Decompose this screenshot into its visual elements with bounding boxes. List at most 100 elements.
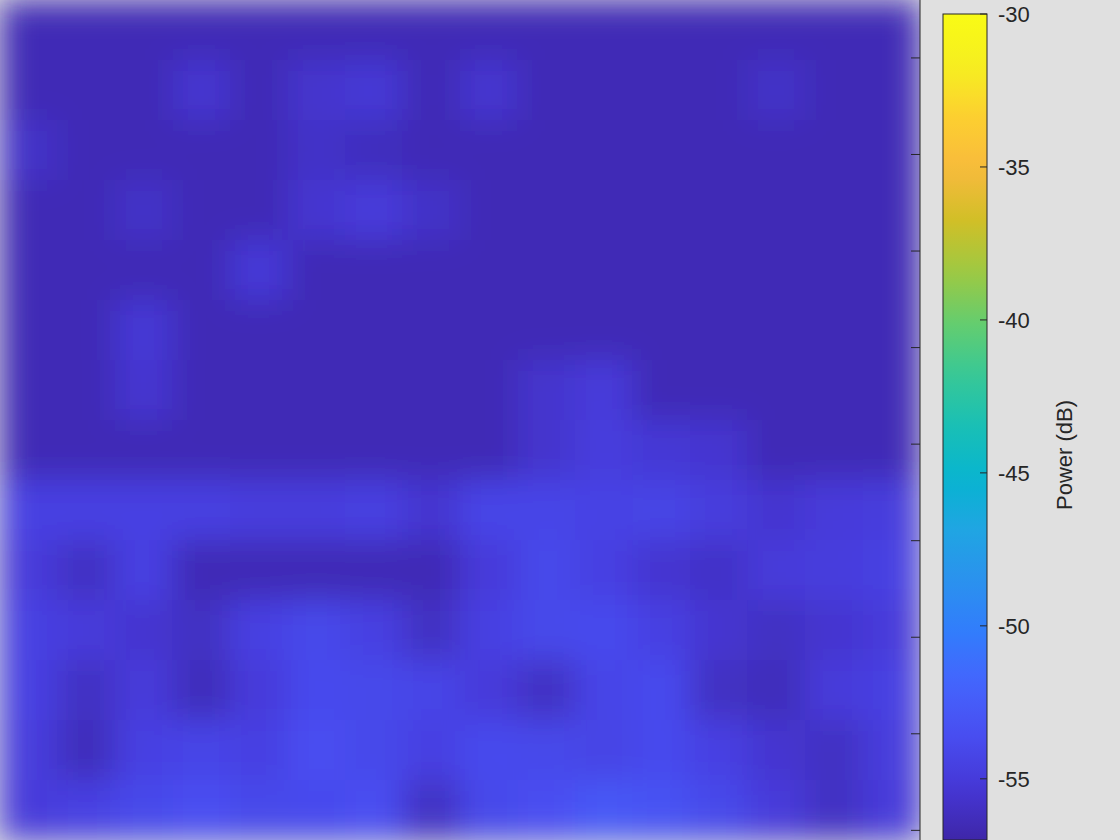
colorbar-tick-label: -50 xyxy=(998,614,1030,639)
heatmap-cell xyxy=(345,540,403,601)
heatmap-cell xyxy=(345,420,403,481)
heatmap-cell xyxy=(403,780,461,840)
heatmap-cell xyxy=(0,60,58,121)
heatmap-cell xyxy=(518,480,576,541)
heatmap-cell xyxy=(115,660,173,721)
heatmap-cell xyxy=(403,660,461,721)
heatmap-cell xyxy=(805,360,863,421)
heatmap-cell xyxy=(230,660,288,721)
heatmap-cell xyxy=(403,480,461,541)
heatmap-cell xyxy=(345,0,403,61)
heatmap-cell xyxy=(575,420,633,481)
heatmap-cell xyxy=(805,780,863,840)
heatmap-cell xyxy=(460,0,518,61)
heatmap-cell xyxy=(518,180,576,241)
heatmap-cell xyxy=(460,660,518,721)
heatmap-cell xyxy=(575,480,633,541)
heatmap-cell xyxy=(460,480,518,541)
heatmap-cell xyxy=(748,540,806,601)
colorbar-tick-label: -45 xyxy=(998,461,1030,486)
colorbar-tick xyxy=(980,319,987,320)
figure: -55-50-45-40-35-30Power (dB) xyxy=(0,0,1120,840)
colorbar-tick xyxy=(980,778,987,779)
heatmap-cell xyxy=(115,0,173,61)
heatmap-cell xyxy=(748,600,806,661)
heatmap-cell xyxy=(173,300,231,361)
heatmap-cell xyxy=(633,240,691,301)
heatmap-cell xyxy=(0,780,58,840)
heatmap-cell xyxy=(805,0,863,61)
heatmap-cell xyxy=(690,600,748,661)
heatmap-cell xyxy=(460,420,518,481)
heatmap-cell xyxy=(345,60,403,121)
heatmap-cell xyxy=(575,60,633,121)
heatmap-cell xyxy=(690,120,748,181)
heatmap-cell xyxy=(403,0,461,61)
heatmap-cell xyxy=(690,780,748,840)
heatmap-cell xyxy=(633,120,691,181)
heatmap-cell xyxy=(575,540,633,601)
heatmap-cell xyxy=(0,480,58,541)
heatmap-cell xyxy=(173,660,231,721)
heatmap-cell xyxy=(805,300,863,361)
heatmap-cell xyxy=(115,480,173,541)
heatmap-cell xyxy=(173,600,231,661)
heatmap-cell xyxy=(460,180,518,241)
heatmap-cell xyxy=(575,780,633,840)
heatmap-cell xyxy=(115,600,173,661)
heatmap-cell xyxy=(518,660,576,721)
heatmap-cell xyxy=(748,240,806,301)
heatmap-cell xyxy=(460,120,518,181)
heatmap-cell xyxy=(863,300,921,361)
heatmap-cell xyxy=(115,540,173,601)
heatmap-cell xyxy=(403,360,461,421)
heatmap-cell xyxy=(575,240,633,301)
heatmap-cell xyxy=(690,660,748,721)
heatmap-cell xyxy=(288,240,346,301)
heatmap-cell xyxy=(115,360,173,421)
heatmap-cell xyxy=(460,240,518,301)
heatmap-cell xyxy=(288,420,346,481)
heatmap-cell xyxy=(288,660,346,721)
heatmap-cell xyxy=(403,420,461,481)
heatmap-cell xyxy=(115,420,173,481)
heatmap-cell xyxy=(0,540,58,601)
heatmap-cell xyxy=(288,780,346,840)
heatmap-cell xyxy=(805,180,863,241)
heatmap-cell xyxy=(115,180,173,241)
heatmap-cell xyxy=(345,360,403,421)
heatmap-cell xyxy=(230,720,288,781)
heatmap-cell xyxy=(748,360,806,421)
heatmap-cell xyxy=(690,180,748,241)
heatmap-cell xyxy=(805,720,863,781)
colorbar-tick-label: -35 xyxy=(998,155,1030,180)
y-tick xyxy=(911,540,920,541)
heatmap-cell xyxy=(173,360,231,421)
heatmap-cell xyxy=(58,540,116,601)
heatmap-cell xyxy=(230,480,288,541)
heatmap-cell xyxy=(863,420,921,481)
heatmap-cell xyxy=(230,300,288,361)
heatmap-cell xyxy=(173,60,231,121)
heatmap-cell xyxy=(690,420,748,481)
heatmap-cell xyxy=(633,300,691,361)
heatmap-cell xyxy=(575,720,633,781)
colorbar-tick xyxy=(980,472,987,473)
plot-area xyxy=(0,0,920,840)
y-tick xyxy=(911,251,920,252)
heatmap-cell xyxy=(863,240,921,301)
heatmap-cell xyxy=(0,120,58,181)
heatmap-cell xyxy=(575,300,633,361)
heatmap-cell xyxy=(863,180,921,241)
heatmap-cell xyxy=(58,180,116,241)
heatmap-cell xyxy=(58,660,116,721)
heatmap-cell xyxy=(345,120,403,181)
heatmap-cell xyxy=(0,720,58,781)
heatmap-cell xyxy=(115,780,173,840)
heatmap-cell xyxy=(345,600,403,661)
heatmap-cell xyxy=(518,0,576,61)
heatmap-cell xyxy=(748,720,806,781)
heatmap-cell xyxy=(748,60,806,121)
heatmap-cell xyxy=(115,120,173,181)
heatmap-cell xyxy=(805,600,863,661)
